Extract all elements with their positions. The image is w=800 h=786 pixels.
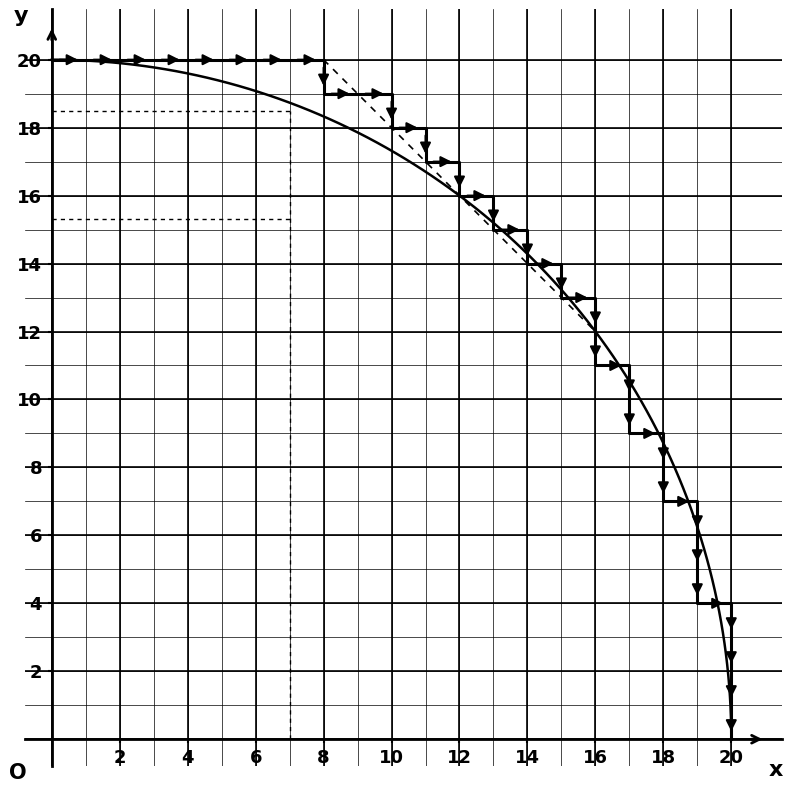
Text: O: O bbox=[9, 763, 26, 783]
Text: x: x bbox=[768, 760, 782, 780]
Text: y: y bbox=[14, 6, 29, 25]
